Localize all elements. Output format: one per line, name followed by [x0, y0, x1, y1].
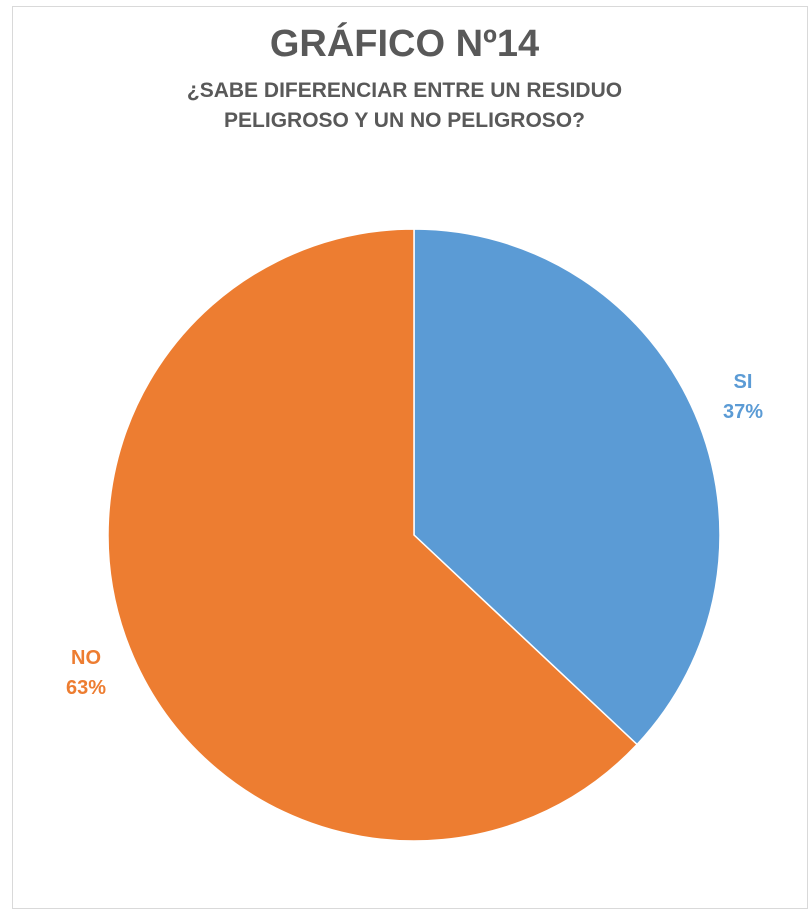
slice-label-no: NO: [71, 647, 101, 669]
slice-label-si: SI: [734, 371, 753, 393]
pie-slice-si: [413, 228, 721, 746]
chart-title: GRÁFICO Nº14: [269, 23, 540, 65]
chart-subtitle: ¿SABE DIFERENCIAR ENTRE UN RESIDUO PELIG…: [186, 79, 623, 132]
slice-value-label-si: 37%: [723, 401, 763, 423]
slice-value-label-no: 63%: [66, 677, 106, 699]
pie-slice-no: [107, 228, 639, 842]
